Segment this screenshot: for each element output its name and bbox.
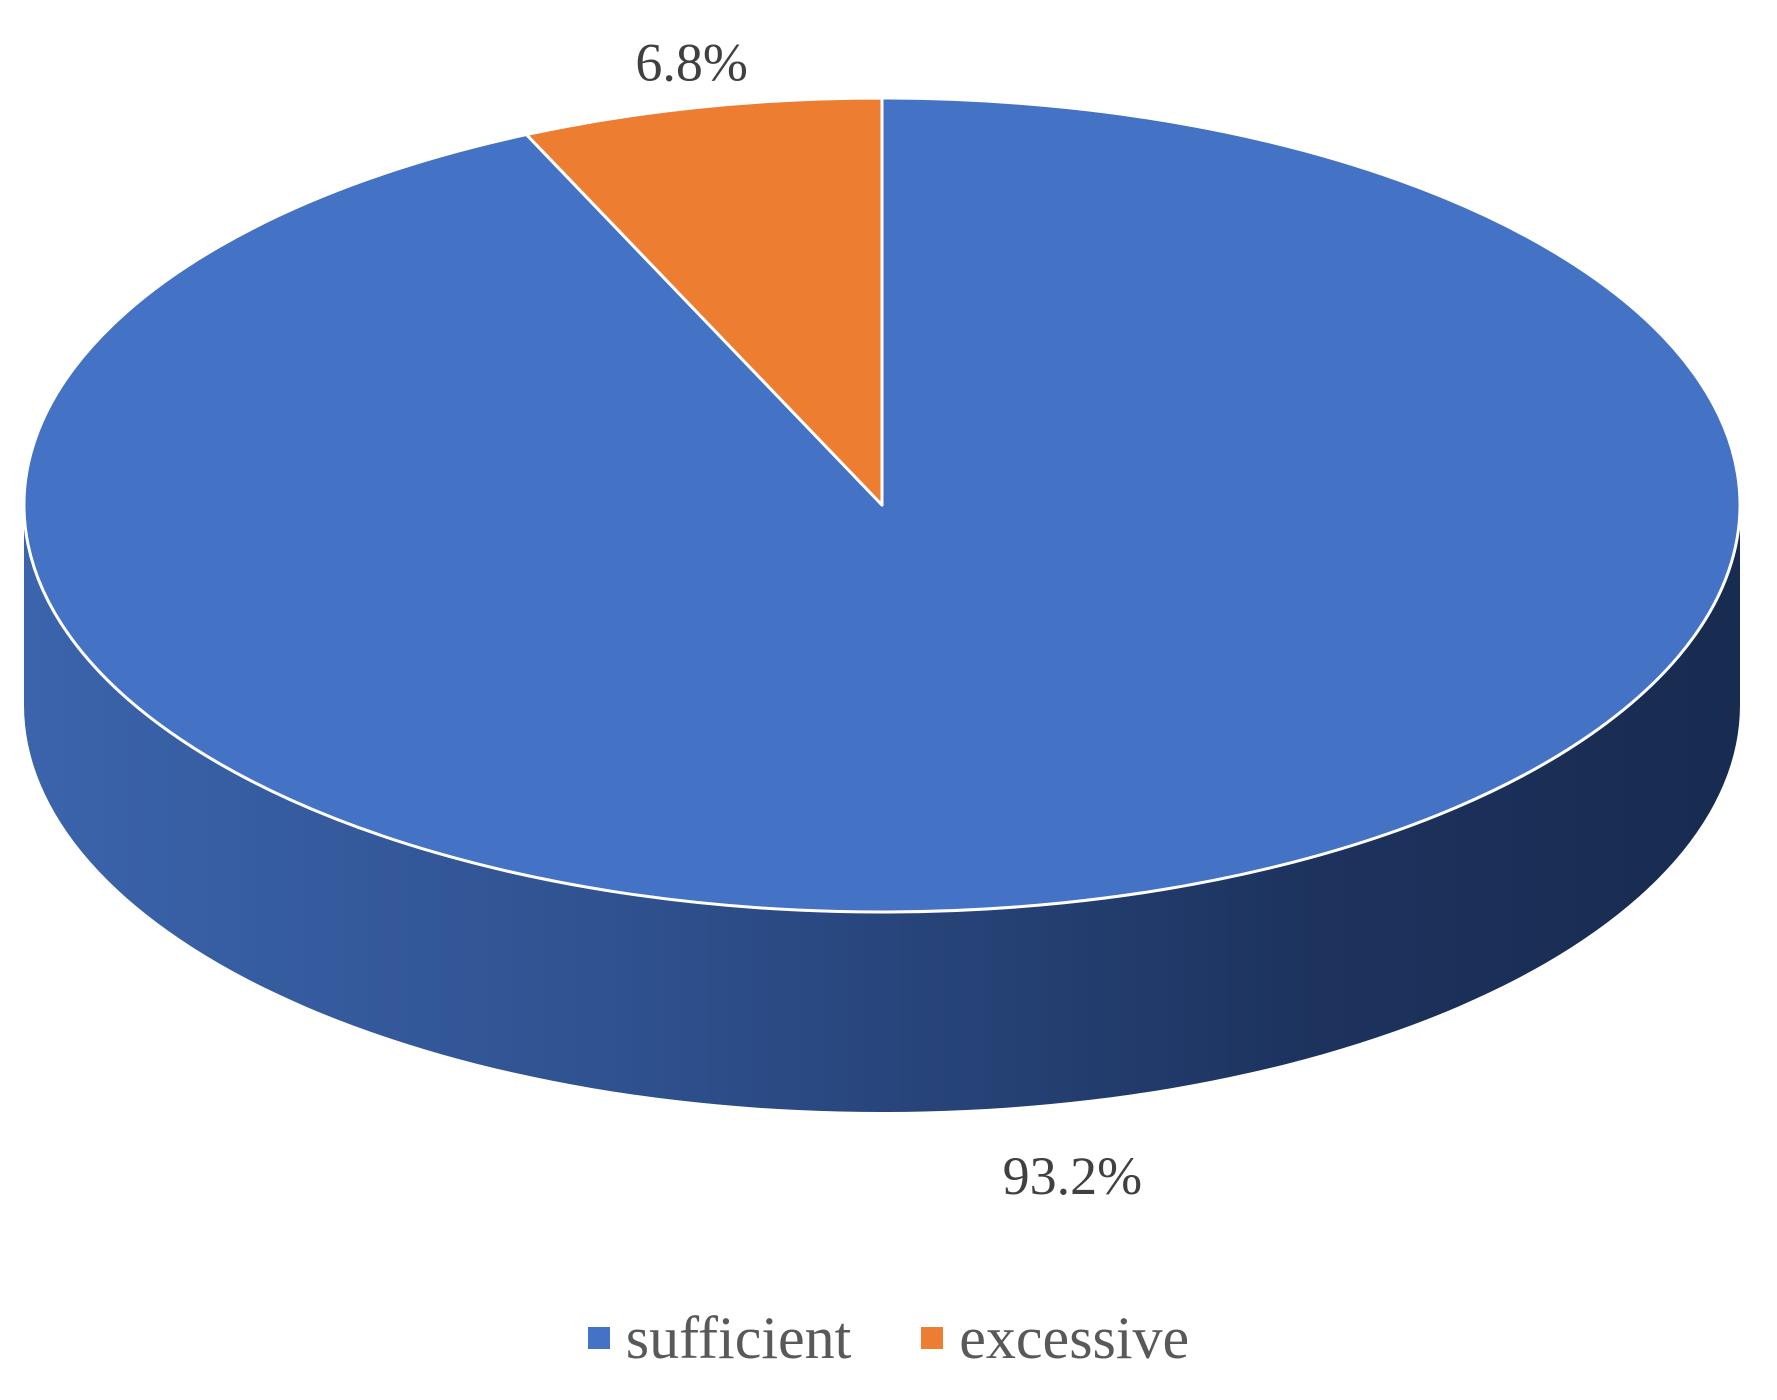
data-label-sufficient: 93.2% [1003,1146,1142,1206]
pie-side-walls [24,505,1740,1112]
legend-item-excessive: excessive [921,1308,1189,1368]
pie-data-labels: 93.2% 6.8% [635,33,1142,1207]
legend-item-sufficient: sufficient [587,1305,852,1371]
pie-side-wall [24,505,1740,1112]
data-label-excessive: 6.8% [635,33,747,93]
legend-label-sufficient: sufficient [625,1305,852,1371]
legend-label-excessive: excessive [959,1305,1190,1371]
legend: sufficient excessive [0,1308,1777,1368]
legend-swatch-excessive [921,1327,944,1349]
pie-slice-excessive [524,96,884,507]
pie-slices [22,96,1742,914]
legend-swatch-sufficient [587,1327,610,1349]
